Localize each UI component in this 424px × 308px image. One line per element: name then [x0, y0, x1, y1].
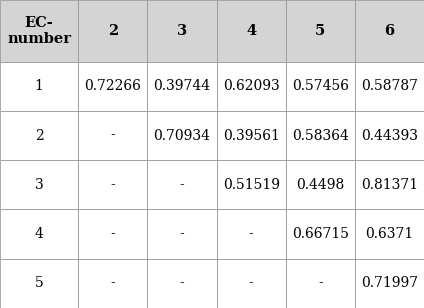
Bar — [217, 0, 286, 62]
Text: -: - — [318, 276, 323, 290]
Bar — [148, 62, 217, 111]
Text: -: - — [111, 276, 115, 290]
Text: 0.71997: 0.71997 — [361, 276, 418, 290]
Bar — [217, 160, 286, 209]
Bar — [78, 0, 148, 62]
Text: 0.57456: 0.57456 — [292, 79, 349, 93]
Bar — [78, 160, 148, 209]
Text: EC-
number: EC- number — [7, 16, 71, 46]
Bar — [355, 259, 424, 308]
Text: -: - — [249, 227, 254, 241]
Bar — [148, 111, 217, 160]
Bar — [148, 160, 217, 209]
Bar — [78, 62, 148, 111]
Bar — [286, 0, 355, 62]
Text: 0.39561: 0.39561 — [223, 128, 279, 143]
Bar — [148, 209, 217, 259]
Text: 5: 5 — [35, 276, 44, 290]
Bar — [355, 62, 424, 111]
Bar — [286, 209, 355, 259]
Bar — [217, 209, 286, 259]
Text: 1: 1 — [35, 79, 44, 93]
Text: 4: 4 — [35, 227, 44, 241]
Text: 0.51519: 0.51519 — [223, 178, 280, 192]
Text: 5: 5 — [315, 24, 326, 38]
Bar — [78, 259, 148, 308]
Bar — [0, 259, 78, 308]
Text: 0.72266: 0.72266 — [84, 79, 141, 93]
Bar — [78, 111, 148, 160]
Bar — [148, 0, 217, 62]
Text: 0.39744: 0.39744 — [153, 79, 211, 93]
Bar — [217, 111, 286, 160]
Bar — [78, 209, 148, 259]
Text: 0.6371: 0.6371 — [365, 227, 413, 241]
Bar — [286, 111, 355, 160]
Bar — [355, 209, 424, 259]
Text: 2: 2 — [35, 128, 44, 143]
Text: 0.44393: 0.44393 — [361, 128, 418, 143]
Bar — [0, 62, 78, 111]
Bar — [217, 62, 286, 111]
Bar — [217, 259, 286, 308]
Text: 3: 3 — [177, 24, 187, 38]
Bar — [0, 0, 78, 62]
Text: -: - — [111, 227, 115, 241]
Bar — [355, 111, 424, 160]
Text: -: - — [180, 178, 184, 192]
Text: 3: 3 — [35, 178, 44, 192]
Bar — [355, 0, 424, 62]
Bar — [286, 62, 355, 111]
Text: -: - — [249, 276, 254, 290]
Text: -: - — [111, 128, 115, 143]
Text: -: - — [180, 227, 184, 241]
Bar — [286, 160, 355, 209]
Text: 0.62093: 0.62093 — [223, 79, 279, 93]
Bar — [286, 259, 355, 308]
Bar — [355, 160, 424, 209]
Bar — [0, 111, 78, 160]
Text: -: - — [180, 276, 184, 290]
Text: 2: 2 — [108, 24, 118, 38]
Text: 6: 6 — [385, 24, 394, 38]
Text: 0.58364: 0.58364 — [292, 128, 349, 143]
Text: 0.4498: 0.4498 — [296, 178, 344, 192]
Text: 0.81371: 0.81371 — [361, 178, 418, 192]
Bar — [0, 209, 78, 259]
Text: 0.70934: 0.70934 — [153, 128, 211, 143]
Text: 0.66715: 0.66715 — [292, 227, 349, 241]
Text: -: - — [111, 178, 115, 192]
Text: 0.58787: 0.58787 — [361, 79, 418, 93]
Bar — [0, 160, 78, 209]
Text: 4: 4 — [246, 24, 256, 38]
Bar — [148, 259, 217, 308]
